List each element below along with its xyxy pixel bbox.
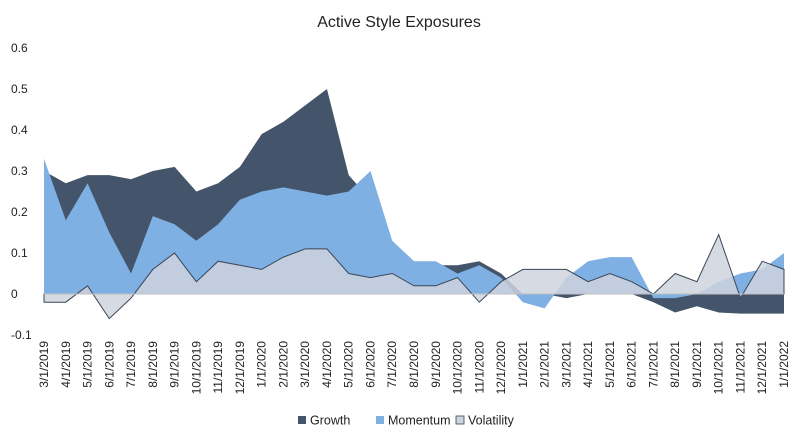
x-tick-label: 3/1/2020 bbox=[298, 341, 312, 388]
x-tick-label: 8/1/2021 bbox=[668, 341, 682, 388]
x-tick-label: 10/1/2021 bbox=[712, 341, 726, 395]
x-tick-label: 5/1/2021 bbox=[603, 341, 617, 388]
x-tick-label: 5/1/2019 bbox=[81, 341, 95, 388]
x-tick-label: 11/1/2020 bbox=[472, 341, 486, 394]
y-tick-label: 0.1 bbox=[11, 246, 28, 260]
x-tick-label: 4/1/2021 bbox=[581, 341, 595, 388]
y-axis: 0.6 0.5 0.4 0.3 0.2 0.1 0 -0.1 bbox=[11, 41, 32, 342]
y-tick-label: 0.3 bbox=[11, 164, 28, 178]
legend-swatch-volatility bbox=[455, 415, 465, 425]
legend-label-momentum: Momentum bbox=[388, 414, 451, 428]
x-tick-label: 1/1/2020 bbox=[255, 341, 269, 388]
x-tick-label: 12/1/2019 bbox=[233, 341, 247, 395]
legend-label-growth: Growth bbox=[310, 414, 350, 428]
legend-swatch-growth bbox=[298, 416, 306, 424]
x-tick-label: 1/1/2022 bbox=[777, 341, 791, 388]
x-tick-label: 2/1/2021 bbox=[538, 341, 552, 388]
x-axis: 3/1/2019 4/1/2019 5/1/2019 6/1/2019 7/1/2019… bbox=[37, 341, 791, 395]
y-tick-label: 0.6 bbox=[11, 41, 28, 55]
y-tick-label: -0.1 bbox=[11, 328, 32, 342]
x-tick-label: 1/1/2021 bbox=[516, 341, 530, 388]
x-tick-label: 9/1/2021 bbox=[690, 341, 704, 388]
x-tick-label: 11/1/2021 bbox=[733, 341, 747, 394]
x-tick-label: 9/1/2020 bbox=[429, 341, 443, 388]
x-tick-label: 7/1/2020 bbox=[385, 341, 399, 388]
y-tick-label: 0.2 bbox=[11, 205, 28, 219]
x-tick-label: 4/1/2019 bbox=[59, 341, 73, 388]
legend: Growth Momentum Volatility bbox=[298, 414, 515, 428]
x-tick-label: 10/1/2019 bbox=[189, 341, 203, 395]
x-tick-label: 12/1/2021 bbox=[755, 341, 769, 395]
x-tick-label: 4/1/2020 bbox=[320, 341, 334, 388]
area-series-volatility bbox=[43, 233, 785, 320]
x-tick-label: 3/1/2019 bbox=[37, 341, 51, 388]
x-tick-label: 12/1/2020 bbox=[494, 341, 508, 395]
x-tick-label: 5/1/2020 bbox=[342, 341, 356, 388]
y-tick-label: 0 bbox=[11, 287, 18, 301]
x-tick-label: 2/1/2020 bbox=[276, 341, 290, 388]
legend-label-volatility: Volatility bbox=[468, 414, 515, 428]
y-tick-label: 0.5 bbox=[11, 82, 28, 96]
x-tick-label: 3/1/2021 bbox=[559, 341, 573, 388]
x-tick-label: 6/1/2019 bbox=[102, 341, 116, 388]
x-tick-label: 7/1/2021 bbox=[646, 341, 660, 388]
legend-swatch-momentum bbox=[376, 416, 384, 424]
x-tick-label: 6/1/2021 bbox=[625, 341, 639, 388]
chart-title: Active Style Exposures bbox=[317, 14, 481, 31]
x-tick-label: 11/1/2019 bbox=[211, 341, 225, 394]
x-tick-label: 8/1/2020 bbox=[407, 341, 421, 388]
x-tick-label: 9/1/2019 bbox=[168, 341, 182, 388]
plot-area bbox=[43, 89, 785, 320]
x-tick-label: 7/1/2019 bbox=[124, 341, 138, 388]
x-tick-label: 8/1/2019 bbox=[146, 341, 160, 388]
x-tick-label: 6/1/2020 bbox=[363, 341, 377, 388]
x-tick-label: 10/1/2020 bbox=[451, 341, 465, 395]
y-tick-label: 0.4 bbox=[11, 123, 28, 137]
